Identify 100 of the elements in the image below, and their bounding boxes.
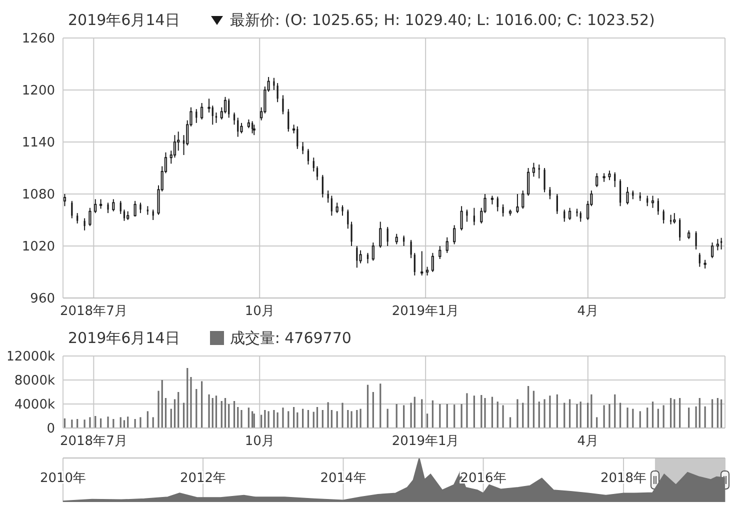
candlestick [366,252,369,264]
candlestick [626,186,629,205]
x-tick-label: 2014年 [320,471,366,486]
y-tick-label: 960 [30,292,55,307]
candlestick [516,194,519,214]
candlestick [698,252,700,268]
candlestick [532,162,536,178]
candlestick [327,190,329,204]
candlestick [496,196,498,212]
candlestick [720,237,722,250]
x-tick-label: 4月 [577,434,599,450]
candlestick [347,209,349,230]
candlestick [288,108,290,132]
candlestick [716,238,720,251]
candlestick [200,102,204,120]
candlestick [312,157,314,172]
candlestick [196,108,198,124]
candlestick [619,178,622,207]
candlestick [556,194,558,214]
candlestick [336,202,338,214]
legend-label: 成交量: 4769770 [228,328,352,348]
candlestick [99,198,102,210]
candlestick [282,94,284,115]
x-tick-label: 2018年 [600,471,647,486]
x-tick-label: 2012年 [180,471,226,486]
candlestick [177,131,180,152]
x-tick-label: 2018年7月 [60,304,128,320]
candlestick [568,207,572,220]
candlestick [237,117,239,138]
candlestick [140,202,142,214]
candlestick [224,96,227,114]
y-tick-label: 1020 [22,240,55,255]
candlestick [608,170,611,181]
candlestick [395,233,398,245]
candlestick [420,250,424,276]
candlestick [526,168,530,196]
candlestick [679,218,681,242]
candlestick [564,209,566,222]
candlestick [662,209,664,224]
candlestick [296,126,298,150]
candlestick [84,218,86,231]
candlestick [212,105,214,126]
legend-label: 最新价: (O: 1025.65; H: 1029.40; L: 1016.00; C: 1023.52) [228,10,655,30]
y-tick-label: 4000k [14,398,56,413]
candlestick [651,195,654,208]
x-tick-label: 4月 [577,304,599,320]
x-tick-label: 10月 [244,304,274,320]
candlestick [460,206,463,231]
candlestick [63,194,66,207]
candlestick [695,230,697,250]
y-tick-label: 1200 [22,84,55,99]
y-tick-label: 8000k [14,374,56,389]
candlestick [342,204,344,216]
x-tick-label: 2019年1月 [392,434,460,450]
candlestick [233,112,236,126]
candlestick [123,209,126,222]
candlestick [410,239,412,259]
candlestick [544,168,546,193]
candlestick [431,252,434,272]
x-tick-label: 2019年1月 [392,304,460,320]
candlestick [502,204,504,218]
candlestick [379,221,382,248]
candlestick [94,198,97,214]
candlestick [112,198,115,212]
candlestick [276,82,278,103]
candlestick [414,252,416,276]
candlestick [549,186,551,200]
candlestick [372,242,374,262]
candlestick [71,200,73,219]
candlestick [386,226,388,246]
y-tick-label: 1260 [22,32,55,47]
chart-title: 2019年6月14日 [68,10,180,30]
candlestick [673,212,676,224]
y-tick-label: 1140 [22,136,55,151]
candlestick [252,124,256,136]
candlestick [307,148,310,166]
candlestick [596,172,598,188]
candlestick [350,221,352,246]
candlestick [316,166,318,181]
candlestick [438,246,442,260]
candlestick [580,210,582,222]
candlestick [107,202,109,214]
candlestick [120,200,122,214]
candlestick [173,134,176,158]
candlestick [614,172,616,188]
candlestick [228,98,230,118]
candlestick [330,195,332,216]
candlestick [522,190,524,210]
chart-title: 2019年6月14日 [68,328,180,348]
candlestick [252,120,254,134]
candlestick [657,198,659,216]
candlestick [88,207,92,227]
candlestick [76,212,78,224]
candlestick [446,236,448,254]
candlestick [710,242,714,259]
candlestick [473,207,475,226]
y-tick-label: 1080 [22,188,55,203]
candlestick [466,209,468,222]
candlestick [322,174,324,198]
y-tick-label: 0 [46,422,55,437]
